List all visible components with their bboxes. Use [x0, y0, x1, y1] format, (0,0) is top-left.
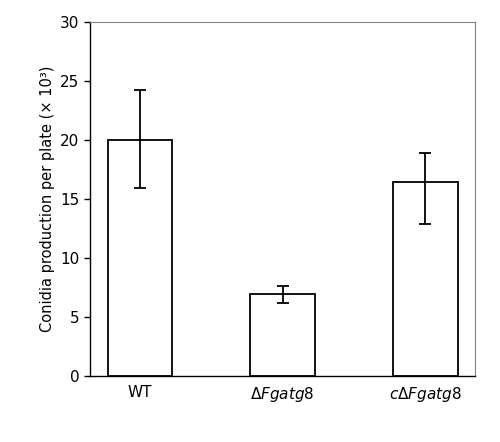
Bar	[108, 140, 172, 376]
Bar	[393, 183, 458, 376]
Y-axis label: Conidia production per plate (× 10³): Conidia production per plate (× 10³)	[40, 66, 54, 332]
Bar	[250, 294, 314, 376]
